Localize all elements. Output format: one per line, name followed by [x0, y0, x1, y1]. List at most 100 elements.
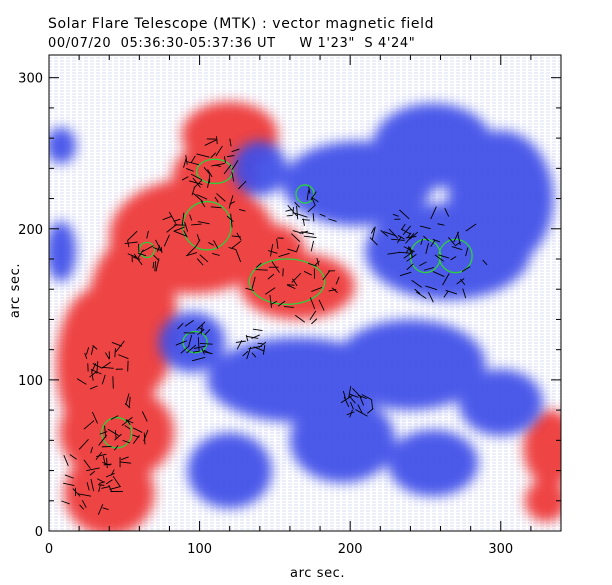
vector-3-6	[267, 273, 275, 280]
vector-9-23	[79, 504, 85, 510]
vector-3-4	[276, 238, 279, 249]
vector-8-0	[91, 411, 98, 424]
vector-9-24	[97, 504, 104, 515]
vector-0-5	[211, 162, 225, 167]
vector-8-14	[124, 425, 131, 430]
vector-9-4	[102, 455, 106, 465]
x-tick-label-0: 0	[45, 542, 53, 557]
vector-6-11	[370, 227, 375, 234]
vector-9-28	[102, 507, 109, 510]
vector-3-32	[251, 276, 256, 289]
vector-1-38	[236, 232, 242, 241]
vector-4-27	[450, 256, 457, 261]
vector-2-18	[136, 249, 144, 260]
plot-frame	[48, 54, 562, 532]
vector-2-17	[133, 253, 143, 266]
contour-6	[409, 238, 442, 274]
vector-3-18	[310, 240, 315, 252]
vector-11-15	[76, 378, 87, 385]
positive-region-5	[56, 289, 132, 441]
vector-0-6	[226, 155, 235, 158]
vector-0-27	[193, 193, 204, 203]
vector-5-12	[287, 204, 298, 217]
vector-3-15	[328, 288, 337, 292]
negative-region-8	[187, 432, 272, 509]
vector-1-18	[195, 239, 201, 247]
vector-0-28	[214, 164, 221, 167]
negative-region-13	[458, 369, 543, 436]
vector-11-22	[92, 345, 98, 350]
vector-4-9	[411, 279, 422, 288]
plot-subtitle: 00/07/20 05:36:30-05:37:36 UT W 1'23" S …	[48, 36, 416, 51]
vector-10-7	[340, 394, 353, 404]
vector-3-22	[290, 233, 301, 242]
vector-4-28	[425, 242, 429, 255]
vector-3-14	[256, 262, 262, 268]
vector-0-0	[186, 168, 194, 172]
vector-6-12	[409, 231, 419, 240]
y-tick-label-0: 0	[35, 525, 43, 540]
vector-2-1	[154, 260, 157, 272]
vector-10-15	[348, 395, 356, 404]
vector-12-10	[251, 352, 257, 358]
vector-9-3	[69, 454, 77, 460]
vector-0-17	[210, 152, 216, 159]
vector-0-19	[237, 180, 247, 190]
vector-6-8	[371, 226, 376, 240]
vector-5-6	[306, 190, 309, 201]
vector-3-39	[264, 287, 276, 295]
x-axis-label: arc sec.	[290, 566, 346, 581]
vector-10-6	[357, 404, 363, 414]
vector-7-3	[204, 329, 211, 336]
contour-layer	[101, 158, 473, 449]
vector-0-11	[216, 136, 218, 145]
vector-0-14	[231, 160, 239, 171]
vector-9-5	[98, 484, 105, 486]
vector-7-14	[203, 349, 212, 355]
vector-6-4	[407, 246, 414, 258]
vector-1-23	[213, 240, 219, 249]
vector-11-23	[89, 371, 97, 378]
vector-6-15	[407, 232, 412, 239]
vector-8-25	[141, 411, 148, 422]
vector-3-40	[309, 310, 317, 321]
vector-7-4	[200, 324, 203, 335]
vector-2-16	[156, 245, 161, 252]
vector-11-13	[96, 361, 99, 374]
vector-12-7	[253, 346, 265, 352]
vector-10-5	[349, 409, 353, 418]
vector-4-34	[465, 247, 469, 257]
vector-7-0	[196, 321, 206, 331]
contour-7	[438, 238, 473, 274]
vector-6-1	[400, 223, 406, 231]
y-axis-label: arc sec.	[8, 262, 24, 319]
vector-7-17	[186, 344, 197, 354]
vector-1-27	[173, 218, 181, 222]
vector-9-29	[101, 485, 111, 489]
vector-5-16	[294, 212, 308, 218]
vector-4-20	[434, 254, 445, 262]
vector-8-17	[121, 416, 133, 426]
vector-0-10	[196, 153, 210, 158]
vector-4-2	[447, 237, 456, 246]
vector-9-15	[110, 469, 115, 476]
axis-ticks: 0 100 200 300 0 100 200 300	[18, 55, 562, 557]
vector-1-21	[216, 193, 226, 202]
vector-3-7	[269, 294, 272, 308]
vector-4-32	[430, 206, 437, 220]
vector-3-24	[291, 272, 302, 283]
vector-8-32	[124, 402, 131, 409]
vector-3-9	[294, 314, 306, 323]
vector-9-9	[78, 493, 92, 497]
vector-9-18	[98, 481, 106, 484]
vector-8-20	[104, 425, 107, 438]
vector-4-22	[406, 263, 414, 271]
vector-9-17	[89, 470, 96, 476]
vector-8-2	[107, 428, 119, 436]
contour-5	[295, 184, 315, 204]
vector-0-29	[181, 176, 189, 181]
vector-3-36	[292, 278, 298, 287]
vector-4-39	[418, 261, 427, 267]
vector-5-10	[302, 219, 310, 221]
negative-region-12	[49, 127, 77, 164]
